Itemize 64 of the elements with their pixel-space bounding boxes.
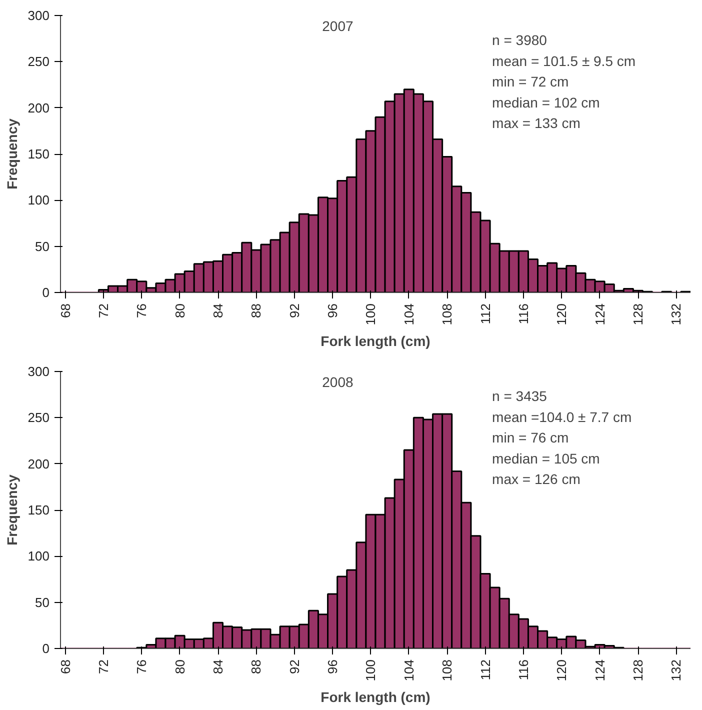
y-tick-label: 300 (28, 364, 50, 379)
x-tick-label: 92 (286, 303, 302, 318)
y-tick-label: 200 (28, 100, 50, 116)
x-tick-label: 68 (58, 303, 73, 318)
x-tick-label: 76 (134, 659, 150, 674)
x-tick-label: 72 (96, 303, 111, 318)
annotation: mean = 101.5 ± 9.5 cm (492, 52, 636, 69)
x-tick-label: 132 (668, 659, 684, 682)
y-axis-title: Frequency (4, 474, 20, 546)
x-tick-label: 88 (248, 303, 264, 318)
x-axis-title: Fork length (cm) (320, 333, 430, 350)
x-tick-label: 120 (554, 659, 570, 682)
annotation: min = 72 cm (492, 74, 569, 90)
annotation: median = 102 cm (492, 94, 600, 110)
y-tick-label: 150 (28, 146, 50, 162)
x-tick-label: 104 (401, 303, 416, 326)
annotation: mean =104.0 ± 7.7 cm (492, 408, 632, 425)
x-tick-label: 108 (440, 659, 455, 682)
y-tick-label: 250 (28, 410, 50, 426)
x-tick-label: 68 (58, 659, 73, 674)
annotation: max = 126 cm (492, 471, 580, 488)
annotation: min = 76 cm (492, 430, 569, 446)
x-tick-label: 100 (363, 659, 378, 682)
y-tick-label: 100 (28, 192, 50, 208)
x-tick-label: 128 (630, 303, 646, 326)
x-tick-label: 132 (668, 303, 684, 326)
x-tick-label: 92 (286, 659, 302, 674)
x-tick-label: 112 (478, 303, 493, 324)
chart-title: 2007 (322, 18, 354, 34)
annotation: n = 3980 (492, 32, 548, 48)
y-tick-label: 50 (35, 594, 50, 610)
annotation: n = 3435 (492, 388, 548, 404)
x-tick-label: 108 (440, 303, 455, 326)
y-axis-title: Frequency (4, 118, 20, 190)
x-tick-label: 80 (172, 659, 188, 674)
annotation: max = 133 cm (492, 115, 580, 132)
x-tick-label: 112 (478, 659, 493, 680)
y-tick-label: 50 (35, 238, 50, 254)
x-tick-label: 80 (172, 303, 188, 318)
x-tick-label: 120 (554, 303, 570, 326)
x-tick-label: 104 (401, 659, 416, 682)
x-tick-label: 88 (248, 659, 264, 674)
x-tick-label: 96 (325, 303, 340, 318)
y-tick-label: 150 (28, 502, 50, 518)
x-tick-label: 124 (592, 303, 608, 326)
chart-title: 2008 (322, 374, 354, 390)
x-tick-label: 128 (630, 659, 646, 682)
y-tick-label: 100 (28, 548, 50, 564)
x-tick-label: 84 (210, 659, 226, 674)
y-tick-label: 300 (28, 8, 50, 23)
y-tick-label: 0 (42, 285, 50, 300)
x-tick-label: 76 (134, 303, 150, 318)
x-tick-label: 124 (592, 659, 608, 682)
x-tick-label: 100 (363, 303, 378, 326)
y-tick-label: 250 (28, 54, 50, 70)
y-tick-label: 200 (28, 456, 50, 472)
x-tick-label: 116 (516, 659, 531, 680)
x-tick-label: 84 (210, 303, 226, 318)
x-tick-label: 72 (96, 659, 111, 674)
x-tick-label: 96 (325, 659, 340, 674)
x-tick-label: 116 (516, 303, 531, 324)
y-tick-label: 0 (42, 641, 50, 656)
x-axis-title: Fork length (cm) (320, 689, 430, 706)
annotation: median = 105 cm (492, 450, 600, 466)
